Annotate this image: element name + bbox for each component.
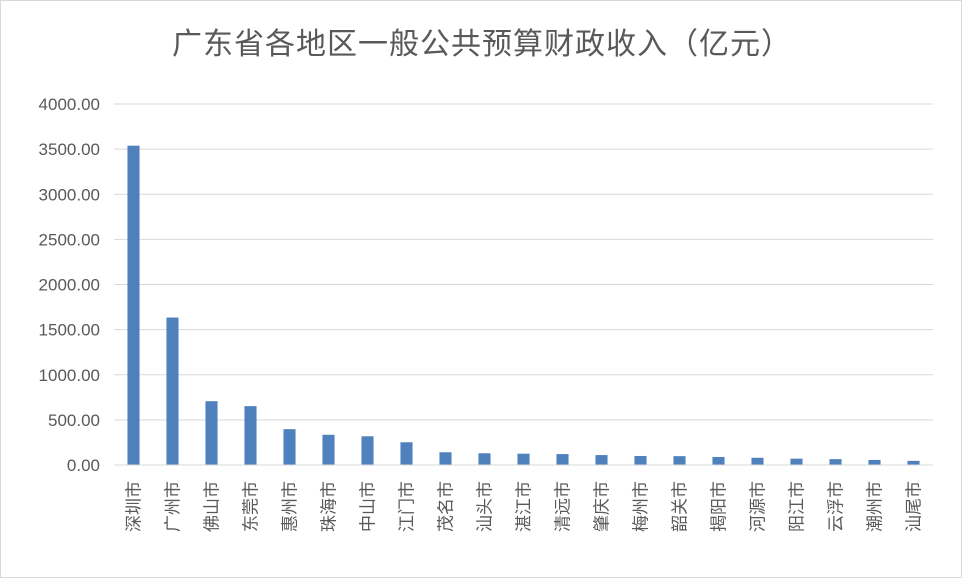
bar — [361, 436, 374, 465]
y-axis-ticks: 0.00 500.00 1000.00 1500.00 2000.00 2500.00 30… — [39, 95, 100, 475]
chart-title: 广东省各地区一般公共预算财政收入（亿元） — [172, 27, 792, 62]
y-tick-label: 0.00 — [67, 456, 100, 475]
bar — [556, 454, 569, 465]
y-tick-label: 500.00 — [48, 411, 100, 430]
bar — [517, 453, 530, 465]
y-tick-label: 2000.00 — [39, 276, 100, 295]
y-tick-label: 2500.00 — [39, 230, 100, 249]
y-tick-label: 1500.00 — [39, 321, 100, 340]
category-label: 湛江市 — [515, 481, 535, 532]
y-tick-label: 3000.00 — [39, 185, 100, 204]
bar — [790, 458, 803, 465]
category-label: 清远市 — [554, 481, 574, 532]
category-label: 梅州市 — [632, 481, 652, 532]
y-tick-label: 1000.00 — [39, 366, 100, 385]
gridlines — [114, 103, 933, 421]
category-label: 广州市 — [164, 481, 184, 532]
category-label: 汕尾市 — [905, 481, 925, 532]
bar — [673, 456, 686, 465]
bar — [907, 460, 920, 465]
category-label: 中山市 — [359, 481, 379, 532]
category-label: 江门市 — [398, 481, 418, 532]
category-label: 茂名市 — [437, 481, 457, 532]
bar — [283, 429, 296, 465]
category-label: 珠海市 — [320, 481, 340, 532]
category-label: 肇庆市 — [593, 481, 613, 532]
category-label: 阳江市 — [788, 481, 808, 532]
bar — [439, 452, 452, 465]
bar — [634, 455, 647, 465]
category-label: 东莞市 — [242, 481, 262, 532]
bars — [127, 145, 920, 465]
bar — [400, 442, 413, 465]
category-labels: 深圳市 广州市 佛山市 东莞市 惠州市 珠海市 中山市 江门市 茂名市 汕头市 湛江市 清远市 肇庆市梅… — [125, 481, 925, 532]
bar — [712, 456, 725, 465]
bar — [127, 145, 140, 465]
category-label: 韶关市 — [671, 481, 691, 532]
y-tick-label: 3500.00 — [39, 140, 100, 159]
category-label: 深圳市 — [125, 481, 145, 532]
bar — [829, 459, 842, 465]
category-label: 汕头市 — [476, 481, 496, 532]
category-label: 惠州市 — [281, 481, 301, 532]
category-label: 潮州市 — [866, 481, 886, 532]
bar — [868, 459, 881, 465]
bar — [751, 457, 764, 465]
category-label: 云浮市 — [827, 481, 847, 532]
category-label: 佛山市 — [203, 481, 223, 532]
bar — [478, 453, 491, 465]
bar — [244, 406, 257, 465]
y-tick-label: 4000.00 — [39, 95, 100, 114]
category-label: 河源市 — [749, 481, 769, 532]
bar — [205, 401, 218, 465]
bar — [322, 434, 335, 465]
category-label: 揭阳市 — [710, 481, 730, 532]
bar — [595, 455, 608, 465]
bar — [166, 317, 179, 465]
